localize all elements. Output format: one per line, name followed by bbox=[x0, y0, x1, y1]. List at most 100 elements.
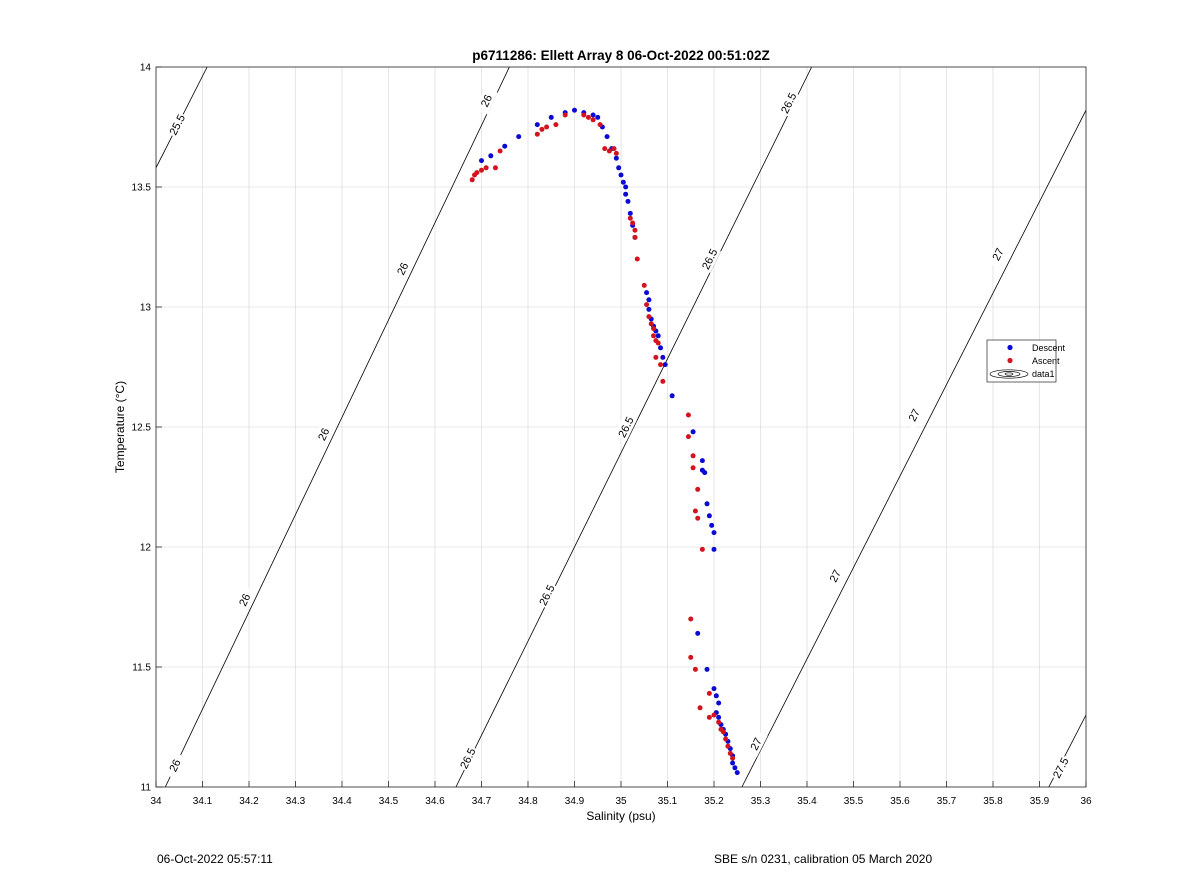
x-tick-label: 35.4 bbox=[797, 796, 817, 807]
x-tick-label: 35.5 bbox=[844, 796, 864, 807]
descent-point bbox=[730, 760, 736, 766]
y-tick-label: 12 bbox=[140, 543, 152, 554]
y-tick-label: 14 bbox=[140, 63, 152, 74]
contour-label-bg bbox=[823, 561, 847, 590]
y-tick-label: 11 bbox=[141, 783, 152, 794]
contour-label-26: 26 bbox=[474, 86, 498, 115]
contour-label-text: 26 bbox=[167, 758, 183, 774]
descent-point bbox=[716, 700, 722, 706]
ascent-point bbox=[688, 654, 694, 660]
ascent-point bbox=[720, 729, 726, 735]
descent-point bbox=[627, 210, 633, 216]
ascent-point bbox=[727, 750, 733, 756]
descent-point bbox=[516, 134, 522, 140]
data-series bbox=[469, 107, 740, 776]
contour-label-bg bbox=[902, 401, 926, 429]
ascent-point bbox=[658, 362, 664, 368]
density-contour-labels: 25.5262626262626.526.526.526.526.5272727… bbox=[163, 86, 1073, 782]
footer-timestamp: 06-Oct-2022 05:57:11 bbox=[157, 852, 273, 866]
descent-point bbox=[590, 112, 596, 118]
descent-point bbox=[572, 107, 577, 113]
ascent-point bbox=[695, 515, 701, 521]
ascent-point bbox=[692, 508, 698, 514]
x-tick-label: 34.5 bbox=[379, 796, 399, 807]
descent-point bbox=[623, 191, 629, 197]
contour-label-bg bbox=[614, 413, 638, 441]
contour-label-26: 26 bbox=[232, 585, 256, 614]
series-ascent bbox=[469, 112, 736, 761]
y-tick-label: 13 bbox=[140, 303, 152, 314]
descent-point bbox=[706, 513, 712, 519]
contour-label-bg bbox=[455, 744, 480, 773]
descent-point bbox=[618, 172, 624, 178]
descent-point bbox=[644, 290, 650, 296]
descent-point bbox=[662, 362, 668, 368]
ascent-point bbox=[597, 122, 603, 128]
ascent-point bbox=[690, 453, 696, 459]
x-tick-label: 34.4 bbox=[332, 796, 352, 807]
legend-contour-icon bbox=[989, 369, 1029, 379]
x-tick-label: 34.3 bbox=[286, 796, 306, 807]
descent-point bbox=[479, 158, 484, 164]
ascent-point bbox=[539, 126, 545, 132]
x-tick-label: 35.9 bbox=[1030, 796, 1050, 807]
contour-line-26 bbox=[164, 67, 510, 787]
descent-point bbox=[616, 165, 622, 171]
ascent-point bbox=[469, 177, 475, 183]
ascent-point bbox=[644, 302, 650, 308]
y-axis-ticks: 11 11.5 12 12.5 13 13.5 14 bbox=[132, 63, 162, 794]
ascent-point bbox=[632, 234, 638, 240]
descent-point bbox=[604, 134, 610, 140]
descent-point bbox=[625, 198, 631, 204]
ascent-point bbox=[581, 112, 587, 118]
descent-point bbox=[613, 155, 619, 161]
y-axis-label: Temperature (°C) bbox=[113, 381, 127, 473]
descent-point bbox=[704, 501, 710, 507]
ascent-point bbox=[697, 705, 703, 711]
ascent-point bbox=[497, 148, 503, 154]
contour-label-27: 27 bbox=[902, 401, 926, 429]
ascent-point bbox=[544, 124, 550, 130]
x-tick-label: 34.9 bbox=[565, 796, 585, 807]
footer-calibration: SBE s/n 0231, calibration 05 March 2020 bbox=[714, 852, 933, 866]
contour-label-27: 27 bbox=[823, 561, 847, 590]
descent-point bbox=[711, 546, 717, 552]
x-tick-label: 35.6 bbox=[890, 796, 910, 807]
ascent-point bbox=[483, 165, 489, 171]
ascent-point bbox=[651, 326, 657, 332]
ascent-point bbox=[692, 666, 698, 672]
descent-point bbox=[623, 184, 629, 190]
descent-point bbox=[690, 429, 696, 435]
ascent-point bbox=[648, 321, 654, 327]
contour-label-26.5: 26.5 bbox=[535, 581, 559, 609]
descent-point bbox=[620, 179, 626, 185]
contour-label-text: 26 bbox=[395, 261, 411, 277]
contour-label-bg bbox=[985, 240, 1010, 269]
contour-label-bg bbox=[474, 86, 498, 115]
descent-point bbox=[711, 530, 717, 536]
contour-label-text: 27 bbox=[828, 568, 844, 584]
contour-label-26: 26 bbox=[390, 254, 414, 283]
ascent-point bbox=[627, 215, 633, 221]
ascent-point bbox=[641, 282, 647, 288]
ascent-point bbox=[479, 167, 484, 173]
contour-label-text: 27 bbox=[749, 736, 765, 752]
x-tick-label: 34.7 bbox=[472, 796, 492, 807]
descent-point bbox=[646, 297, 652, 303]
ascent-point bbox=[725, 743, 731, 749]
contour-label-text: 27 bbox=[990, 246, 1006, 262]
descent-point bbox=[702, 470, 708, 476]
x-tick-label: 35 bbox=[615, 796, 627, 807]
contour-label-bg bbox=[163, 751, 187, 780]
x-axis-ticks: 34 34.1 34.2 34.3 34.4 34.5 34.6 34.7 34.8 34.9 35… bbox=[150, 781, 1092, 807]
descent-point bbox=[734, 770, 740, 776]
contour-line-27 bbox=[741, 110, 1086, 787]
descent-point bbox=[488, 153, 494, 159]
ascent-point bbox=[723, 736, 729, 742]
contour-label-26.5: 26.5 bbox=[776, 89, 800, 117]
descent-point bbox=[658, 345, 664, 351]
x-tick-label: 36 bbox=[1080, 796, 1092, 807]
x-tick-label: 34.1 bbox=[193, 796, 213, 807]
contour-label-27: 27 bbox=[744, 729, 768, 758]
